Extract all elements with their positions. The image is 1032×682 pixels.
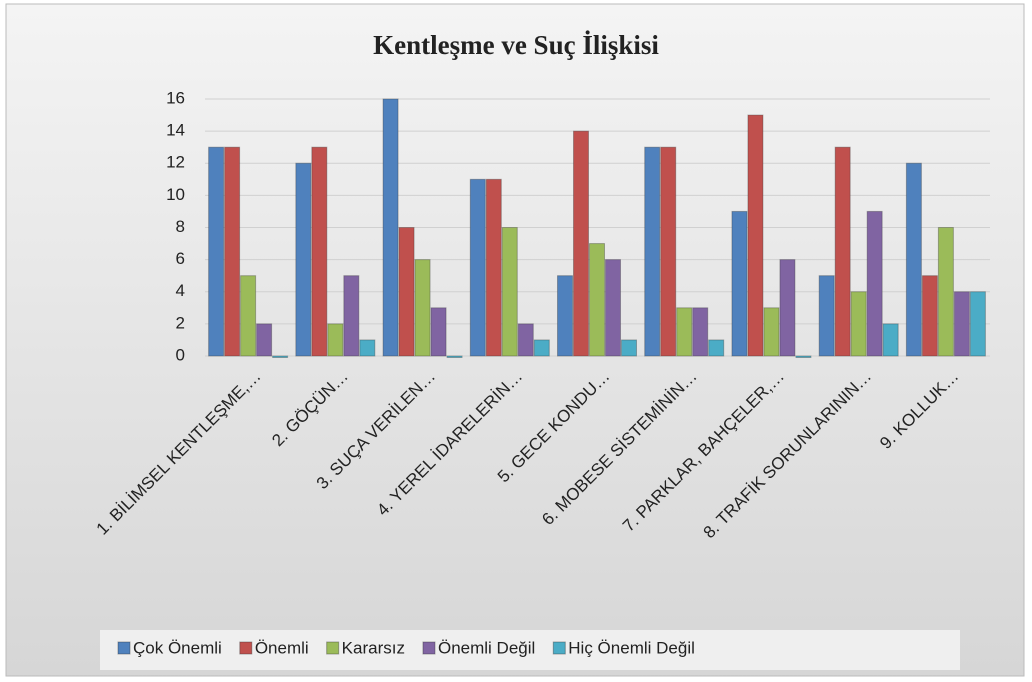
bar <box>708 339 725 357</box>
bar <box>818 275 835 357</box>
bar <box>731 210 748 357</box>
bar <box>446 355 463 358</box>
bar <box>295 162 312 357</box>
bar <box>763 307 780 357</box>
y-tick-label: 12 <box>166 153 185 172</box>
y-tick-label: 8 <box>176 217 185 236</box>
bar <box>905 162 922 357</box>
bar <box>272 355 289 358</box>
bar <box>621 339 637 357</box>
bar <box>779 259 796 357</box>
legend-label: Önemli Değil <box>438 638 535 657</box>
y-tick-label: 2 <box>176 313 185 332</box>
bar <box>469 178 486 357</box>
bar <box>834 146 851 357</box>
bar <box>850 291 867 357</box>
bar <box>660 146 677 357</box>
legend-label: Kararsız <box>342 638 405 657</box>
legend-swatch <box>117 641 131 655</box>
chart-title: Kentleşme ve Suç İlişkisi <box>373 30 659 60</box>
y-tick-label: 10 <box>166 185 185 204</box>
legend-label: Çok Önemli <box>133 638 222 657</box>
bar <box>398 227 415 357</box>
bar <box>953 291 970 357</box>
bar <box>589 243 605 357</box>
bar <box>969 291 986 357</box>
bar <box>256 323 273 357</box>
bar <box>533 339 550 357</box>
legend-swatch <box>326 641 340 655</box>
bar <box>573 130 589 357</box>
y-tick-label: 4 <box>176 281 185 300</box>
legend-label: Önemli <box>255 638 309 657</box>
bar <box>517 323 534 357</box>
bar <box>359 339 376 357</box>
bar <box>557 275 573 357</box>
legend-swatch <box>239 641 253 655</box>
bar <box>937 227 954 357</box>
bar <box>866 210 883 357</box>
bar <box>208 146 225 357</box>
bar <box>795 355 812 358</box>
bar <box>747 114 764 357</box>
y-tick-label: 14 <box>166 121 185 140</box>
bar <box>501 227 518 357</box>
bar <box>485 178 502 357</box>
bar <box>311 146 328 357</box>
bar <box>240 275 257 357</box>
y-tick-label: 6 <box>176 249 185 268</box>
y-tick-label: 16 <box>166 88 185 107</box>
bar <box>327 323 344 357</box>
bar <box>882 323 899 357</box>
bar <box>676 307 693 357</box>
bar <box>692 307 709 357</box>
legend-label: Hiç Önemli Değil <box>568 638 695 657</box>
bar <box>224 146 241 357</box>
bar <box>430 307 447 357</box>
bar <box>921 275 938 357</box>
legend-swatch <box>422 641 436 655</box>
bar <box>414 259 431 357</box>
bar <box>382 98 399 357</box>
y-tick-label: 0 <box>176 345 185 364</box>
legend-swatch <box>552 641 566 655</box>
bar <box>644 146 661 357</box>
bar <box>343 275 360 357</box>
bar <box>605 259 621 357</box>
